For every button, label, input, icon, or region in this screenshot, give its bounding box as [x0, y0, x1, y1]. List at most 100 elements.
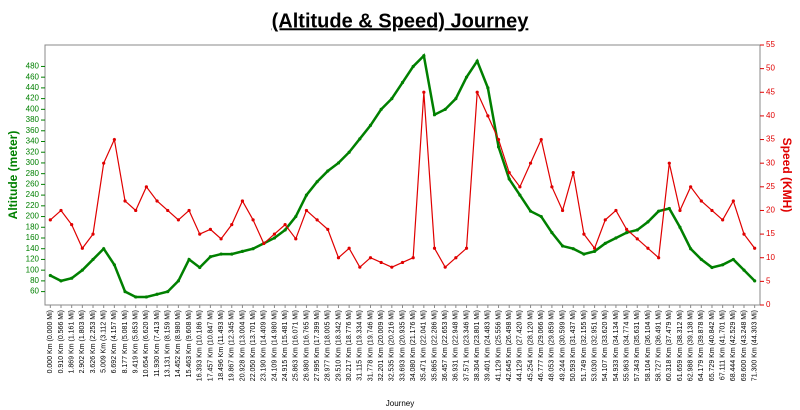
- data-point: [134, 295, 138, 299]
- data-point: [251, 247, 255, 251]
- data-point: [400, 260, 405, 265]
- x-tick-label: 31.778 Km (19.746 Mi): [367, 310, 374, 381]
- data-point: [699, 257, 703, 262]
- x-tick-label: 38.304 Km (23.801 Mi): [474, 310, 481, 381]
- data-point: [742, 268, 746, 272]
- y-tick-label: 180: [26, 222, 40, 231]
- data-point: [123, 199, 127, 203]
- y2-tick-label: 5: [766, 276, 771, 285]
- data-point: [486, 114, 490, 118]
- x-tick-label: 44.129 Km (27.420 Mi): [517, 310, 524, 381]
- data-point: [315, 218, 319, 222]
- data-point: [454, 97, 458, 101]
- data-point: [753, 279, 757, 283]
- y-tick-label: 240: [26, 190, 40, 199]
- y2-tick-label: 25: [766, 182, 775, 191]
- data-point: [368, 256, 373, 260]
- chart-title: (Altitude & Speed) Journey: [272, 10, 530, 32]
- data-point: [166, 208, 170, 213]
- data-point: [59, 279, 63, 283]
- data-point: [657, 256, 661, 260]
- x-tick-label: 48.053 Km (29.859 Mi): [549, 310, 556, 381]
- y2-axis-label: Speed (KMH): [780, 138, 794, 213]
- y-tick-label: 360: [26, 126, 40, 135]
- data-point: [390, 97, 394, 101]
- x-tick-label: 29.510 Km (18.342 Mi): [335, 310, 342, 381]
- y2-tick-label: 15: [766, 229, 775, 238]
- data-point: [753, 246, 757, 250]
- x-tick-label: 25.863 Km (16.071 Mi): [293, 310, 300, 381]
- y-tick-label: 480: [26, 62, 40, 71]
- data-point: [251, 218, 255, 222]
- y2-tick-label: 35: [766, 135, 775, 144]
- y2-tick-label: 10: [766, 253, 775, 262]
- x-tick-label: 33.693 Km (20.935 Mi): [399, 310, 406, 381]
- y-axis-label: Altitude (meter): [6, 131, 20, 220]
- data-point: [721, 263, 725, 267]
- data-point: [507, 171, 511, 175]
- data-point: [102, 247, 106, 251]
- x-tick-label: 41.129 Km (25.556 Mi): [495, 310, 502, 381]
- x-tick-label: 32.201 Km (20.009 Mi): [378, 310, 385, 381]
- x-tick-label: 36.931 Km (22.948 Mi): [453, 310, 460, 381]
- data-point: [400, 80, 405, 85]
- data-point: [646, 246, 650, 250]
- x-tick-label: 69.600 Km (43.248 Mi): [741, 310, 748, 381]
- x-tick-label: 8.177 Km (5.081 Mi): [122, 310, 129, 373]
- data-point: [721, 218, 725, 222]
- x-tick-label: 46.777 Km (29.066 Mi): [538, 310, 545, 381]
- data-point: [294, 237, 298, 241]
- data-point: [198, 265, 202, 270]
- x-tick-label: 0.910 Km (0.566 Mi): [58, 310, 65, 373]
- data-point: [134, 208, 138, 213]
- data-point: [603, 241, 607, 245]
- y-tick-label: 160: [26, 233, 40, 242]
- data-point: [592, 249, 597, 253]
- data-point: [432, 246, 437, 250]
- y-tick-label: 400: [26, 104, 40, 113]
- data-point: [347, 150, 351, 154]
- y2-tick-label: 55: [766, 40, 775, 49]
- data-point: [560, 208, 565, 213]
- y-tick-label: 120: [26, 255, 40, 264]
- data-point: [571, 171, 575, 175]
- data-point: [507, 177, 511, 181]
- y-tick-label: 280: [26, 169, 40, 178]
- x-tick-label: 10.654 Km (6.620 Mi): [143, 310, 150, 377]
- x-tick-label: 62.988 Km (39.138 Mi): [687, 310, 694, 381]
- data-point: [518, 185, 522, 189]
- x-tick-label: 32.535 Km (20.216 Mi): [389, 310, 396, 381]
- data-point: [347, 246, 351, 250]
- x-tick-label: 39.401 Km (24.483 Mi): [485, 310, 492, 381]
- y-tick-label: 300: [26, 158, 40, 167]
- y2-tick-label: 20: [766, 206, 775, 215]
- data-point: [240, 249, 245, 253]
- x-tick-label: 14.452 Km (8.980 Mi): [175, 310, 182, 377]
- x-tick-label: 67.111 Km (41.701 Mi): [719, 310, 726, 380]
- data-point: [155, 292, 159, 296]
- data-point: [411, 256, 415, 260]
- y-tick-label: 140: [26, 244, 40, 253]
- data-point: [496, 145, 501, 149]
- y-tick-label: 200: [26, 212, 40, 221]
- data-point: [379, 260, 383, 265]
- x-tick-label: 24.109 Km (14.980 Mi): [271, 310, 278, 381]
- y-tick-label: 80: [30, 276, 39, 285]
- data-point: [91, 232, 95, 236]
- x-tick-label: 0.000 Km (0.000 Mi): [47, 310, 54, 373]
- data-point: [80, 246, 84, 250]
- data-point: [625, 227, 629, 231]
- data-point: [422, 90, 426, 94]
- x-tick-label: 68.444 Km (42.529 Mi): [730, 310, 737, 381]
- data-point: [486, 86, 490, 90]
- data-point: [144, 185, 148, 189]
- y-tick-label: 440: [26, 83, 40, 92]
- data-point: [358, 137, 362, 141]
- data-point: [262, 241, 266, 246]
- x-tick-label: 34.080 Km (21.176 Mi): [410, 310, 417, 381]
- data-point: [187, 208, 191, 213]
- data-point: [123, 289, 127, 294]
- data-point: [59, 208, 63, 213]
- y-tick-label: 340: [26, 137, 40, 146]
